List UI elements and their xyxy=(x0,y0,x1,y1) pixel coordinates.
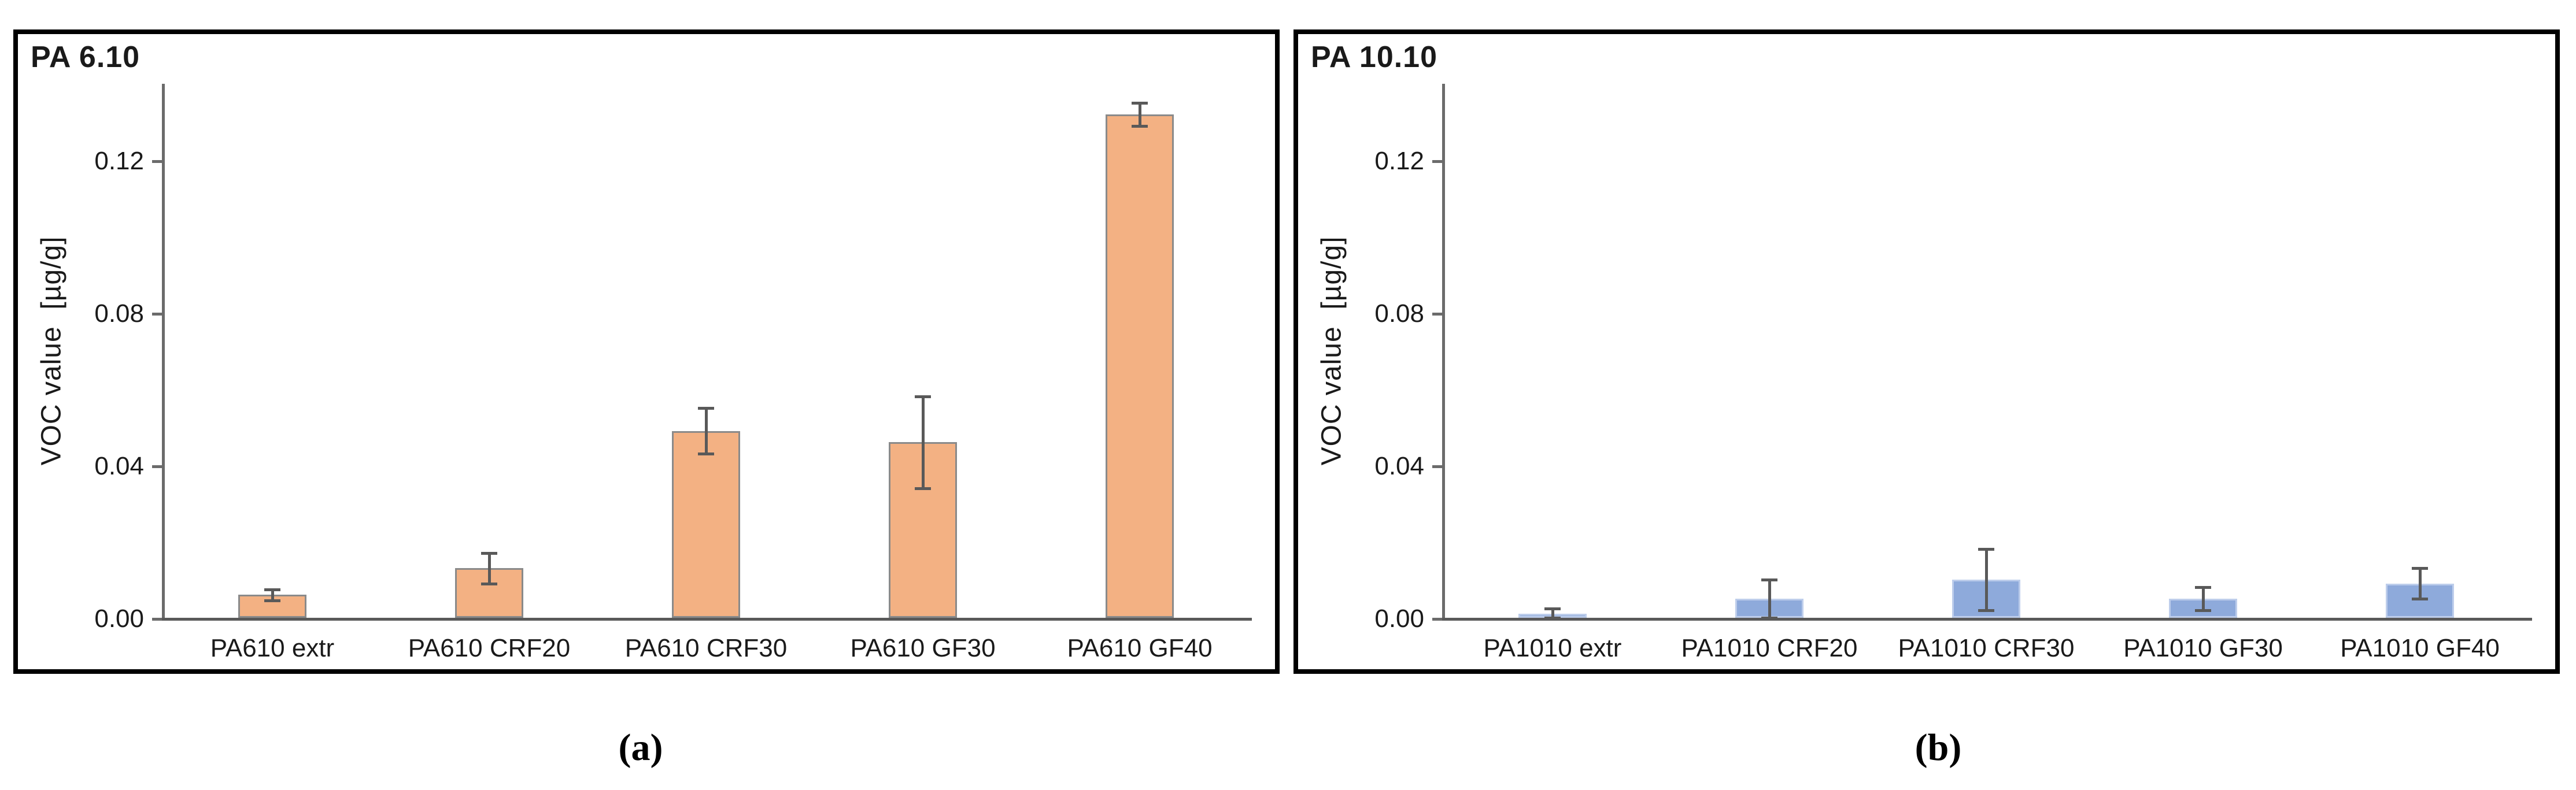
y-tick-mark xyxy=(152,160,162,163)
x-category-label: PA1010 GF30 xyxy=(2123,634,2283,662)
y-tick-label: 0.12 xyxy=(1374,147,1424,175)
error-bar-line xyxy=(2201,587,2205,610)
bar-pa610-gf40 xyxy=(1106,114,1174,618)
x-category-label: PA610 GF40 xyxy=(1067,634,1213,662)
error-bar-cap-top xyxy=(481,551,497,555)
x-axis-line xyxy=(162,618,1252,621)
error-bar-line xyxy=(704,408,708,454)
error-bar-line xyxy=(2418,568,2422,599)
x-category-label: PA1010 GF40 xyxy=(2340,634,2500,662)
panel-b-title: PA 10.10 xyxy=(1311,40,1438,74)
y-tick-mark xyxy=(152,465,162,468)
y-tick-label: 0.08 xyxy=(94,299,144,328)
y-axis-line xyxy=(1442,84,1445,621)
y-tick-mark xyxy=(1432,313,1442,316)
error-bar-cap-top xyxy=(264,588,280,591)
error-bar-cap-top xyxy=(2412,567,2428,570)
x-category-label: PA1010 CRF20 xyxy=(1681,634,1858,662)
x-category-label: PA1010 CRF30 xyxy=(1898,634,2075,662)
error-bar-cap-top xyxy=(1544,607,1561,610)
error-bar-cap-bottom xyxy=(1978,609,1994,612)
error-bar-cap-top xyxy=(2195,586,2211,589)
error-bar-cap-bottom xyxy=(915,487,931,490)
error-bar-line xyxy=(921,396,925,488)
y-tick-label: 0.04 xyxy=(1374,452,1424,480)
caption-a: (a) xyxy=(618,726,663,769)
bar-pa610-crf30 xyxy=(672,431,740,618)
error-bar-cap-bottom xyxy=(1761,617,1777,620)
error-bar-cap-bottom xyxy=(264,599,280,603)
x-axis-line xyxy=(1442,618,2532,621)
chart-panel-b: PA 10.10 VOC value [µg/g] 0.00 0.04 0.08 0.… xyxy=(1293,29,2560,674)
y-tick-mark xyxy=(152,313,162,316)
y-tick-mark xyxy=(1432,618,1442,621)
error-bar-line xyxy=(1984,549,1988,610)
x-category-label: PA610 GF30 xyxy=(850,634,996,662)
y-tick-label: 0.00 xyxy=(94,604,144,633)
panel-a-title: PA 6.10 xyxy=(31,40,141,74)
y-tick-label: 0.12 xyxy=(94,147,144,175)
error-bar-line xyxy=(1551,608,1554,618)
y-axis-line xyxy=(162,84,165,621)
error-bar-cap-bottom xyxy=(698,453,714,456)
error-bar-cap-top xyxy=(698,407,714,410)
error-bar-cap-bottom xyxy=(1132,124,1148,128)
error-bar-cap-top xyxy=(1132,102,1148,105)
x-category-label: PA610 CRF30 xyxy=(624,634,788,662)
error-bar-cap-bottom xyxy=(2195,609,2211,612)
x-category-label: PA1010 extr xyxy=(1483,634,1622,662)
error-bar-line xyxy=(271,589,274,601)
x-category-label: PA610 extr xyxy=(210,634,335,662)
error-bar-cap-bottom xyxy=(2412,598,2428,600)
y-tick-label: 0.00 xyxy=(1374,604,1424,633)
error-bar-line xyxy=(1138,103,1141,126)
error-bar-cap-top xyxy=(1761,578,1777,581)
x-category-label: PA610 CRF20 xyxy=(408,634,571,662)
y-tick-mark xyxy=(1432,465,1442,468)
error-bar-cap-bottom xyxy=(481,582,497,585)
y-tick-label: 0.04 xyxy=(94,452,144,480)
error-bar-cap-top xyxy=(915,395,931,399)
panel-b-plot-area: 0.00 0.04 0.08 0.12 PA1010 extr PA1010 CRF20 P… xyxy=(1298,34,2555,669)
panel-a-plot-area: 0.00 0.04 0.08 0.12 PA610 extr PA610 CRF20 PA6… xyxy=(18,34,1275,669)
y-tick-label: 0.08 xyxy=(1374,299,1424,328)
error-bar-cap-top xyxy=(1978,548,1994,551)
y-tick-mark xyxy=(152,618,162,621)
chart-panel-a: PA 6.10 VOC value [µg/g] 0.00 0.04 0.08 0.1… xyxy=(13,29,1280,674)
error-bar-line xyxy=(1768,580,1771,618)
caption-b: (b) xyxy=(1915,726,1962,769)
error-bar-line xyxy=(487,552,491,584)
error-bar-cap-bottom xyxy=(1544,617,1561,620)
y-tick-mark xyxy=(1432,160,1442,163)
